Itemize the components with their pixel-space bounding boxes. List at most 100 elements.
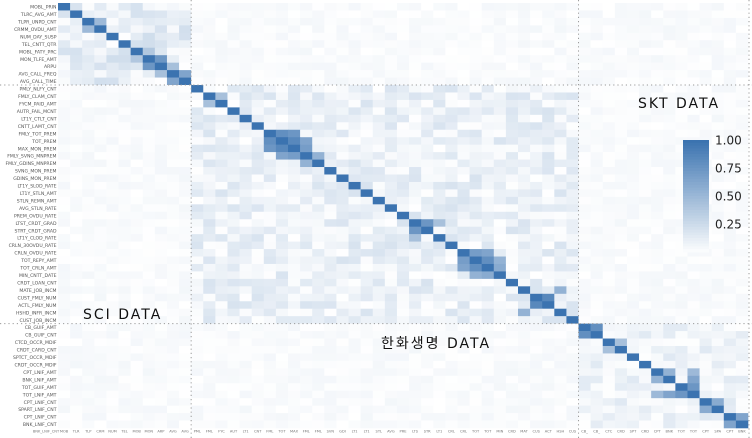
heatmap-cell (554, 189, 567, 198)
heatmap-cell (58, 271, 71, 280)
heatmap-cell (372, 293, 386, 302)
heatmap-cell (675, 286, 688, 295)
heatmap-cell (433, 174, 446, 183)
heatmap-cell (421, 92, 434, 101)
heatmap-cell (493, 137, 507, 145)
heatmap-cell (457, 405, 470, 414)
heatmap-cell (578, 249, 591, 257)
heatmap-cell (469, 338, 482, 347)
heatmap-cell (493, 152, 507, 160)
heatmap-cell (433, 256, 446, 265)
heatmap-cell (433, 92, 446, 101)
heatmap-cell (699, 256, 712, 265)
heatmap-cell (481, 286, 495, 295)
heatmap-cell (130, 55, 144, 63)
heatmap-cell (142, 25, 156, 34)
heatmap-cell (203, 107, 216, 116)
heatmap-cell (711, 241, 725, 250)
heatmap-cell (324, 271, 337, 280)
heatmap-cell (554, 249, 567, 257)
heatmap-cell (542, 420, 555, 429)
heatmap-cell (433, 390, 446, 399)
heatmap-cell (590, 17, 604, 26)
heatmap-cell (433, 137, 446, 145)
heatmap-cell (203, 137, 216, 145)
heatmap-cell (118, 256, 131, 265)
x-tick-label: LT1 (436, 430, 442, 434)
heatmap-cell (590, 263, 604, 272)
heatmap-cell (469, 226, 482, 235)
heatmap-cell (336, 234, 349, 242)
heatmap-cell (457, 70, 470, 78)
heatmap-cell (518, 159, 531, 168)
heatmap-cell (409, 353, 422, 362)
x-tick-label: CPT (702, 430, 710, 434)
legend-gradient-step (683, 212, 709, 216)
heatmap-cell (324, 278, 337, 287)
heatmap-cell (675, 3, 688, 11)
heatmap-cell (566, 383, 579, 392)
heatmap-cell (735, 383, 749, 392)
heatmap-cell (118, 25, 131, 34)
heatmap-cell (142, 129, 156, 138)
heatmap-cell (614, 338, 628, 347)
heatmap-cell (590, 316, 604, 324)
heatmap-cell (215, 256, 228, 265)
heatmap-cell (505, 398, 519, 406)
heatmap-cell (626, 368, 640, 377)
heatmap-cell (481, 241, 495, 250)
heatmap-cell (336, 122, 349, 131)
heatmap-cell (312, 234, 325, 242)
heatmap-cell (566, 375, 579, 384)
heatmap-cell (663, 331, 676, 339)
heatmap-cell (735, 17, 749, 26)
heatmap-cell (735, 77, 749, 86)
heatmap-cell (360, 152, 374, 160)
heatmap-cell (336, 331, 349, 339)
heatmap-cell (191, 226, 204, 235)
heatmap-cell (227, 219, 240, 227)
heatmap-cell (288, 114, 301, 123)
heatmap-cell (687, 398, 700, 406)
heatmap-cell (106, 3, 119, 11)
heatmap-cell (70, 159, 83, 168)
heatmap-cell (735, 32, 749, 41)
heatmap-cell (251, 122, 265, 131)
heatmap-cell (469, 92, 482, 101)
heatmap-cell (288, 256, 301, 265)
heatmap-cell (94, 226, 107, 235)
heatmap-cell (288, 40, 301, 49)
heatmap-cell (711, 278, 725, 287)
heatmap-cell (542, 375, 555, 384)
heatmap-cell (723, 420, 737, 429)
heatmap-cell (445, 338, 458, 347)
heatmap-cell (94, 420, 107, 429)
heatmap-cell (530, 70, 543, 78)
heatmap-cell (215, 137, 228, 145)
heatmap-cell (94, 271, 107, 280)
heatmap-cell (336, 271, 349, 280)
heatmap-cell (263, 55, 277, 63)
heatmap-cell (166, 405, 180, 414)
heatmap-cell (288, 70, 301, 78)
heatmap-cell (505, 286, 519, 295)
y-tick-label: FMLY_CLAM_CNT (18, 94, 57, 100)
heatmap-cell (396, 99, 410, 108)
heatmap-cell (457, 55, 470, 63)
heatmap-cell (735, 62, 749, 71)
heatmap-cell (179, 204, 192, 213)
heatmap-cell (179, 70, 192, 78)
heatmap-cell (215, 159, 228, 168)
heatmap-cell (530, 383, 543, 392)
heatmap-cell (166, 159, 180, 168)
heatmap-cell (179, 159, 192, 168)
heatmap-cell (421, 40, 434, 49)
heatmap-cell (445, 174, 458, 183)
heatmap-cell (590, 345, 604, 354)
heatmap-cell (469, 241, 482, 250)
heatmap-cell (614, 226, 628, 235)
heatmap-cell (239, 204, 252, 213)
heatmap-cell (251, 17, 265, 26)
heatmap-cell (166, 3, 180, 11)
heatmap-cell (493, 219, 507, 227)
